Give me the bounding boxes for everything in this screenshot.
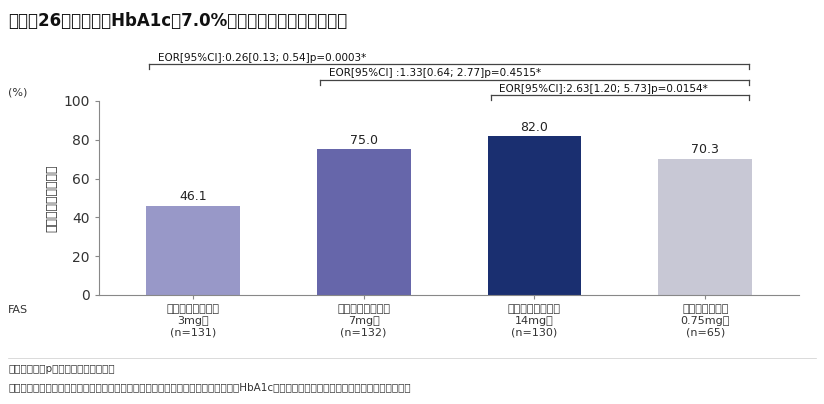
Text: EOR[95%CI]:2.63[1.20; 5.73]p=0.0154*: EOR[95%CI]:2.63[1.20; 5.73]p=0.0154* bbox=[499, 84, 708, 94]
Text: FAS: FAS bbox=[8, 305, 28, 315]
Text: 投与後26週におけるHbA1c＜7.0%達成率［副次的評価項目］: 投与後26週におけるHbA1c＜7.0%達成率［副次的評価項目］ bbox=[8, 12, 348, 30]
Text: 投与群及び層別因子（前治療の経口糖尿病薬の種類）を固定効果、ベースラインのHbA1cを共変量としたロジスティック回帰モデルで解析: 投与群及び層別因子（前治療の経口糖尿病薬の種類）を固定効果、ベースラインのHbA… bbox=[8, 382, 411, 392]
Bar bbox=[658, 159, 752, 295]
Text: (%): (%) bbox=[7, 87, 27, 97]
Bar bbox=[146, 206, 240, 295]
Text: 75.0: 75.0 bbox=[349, 134, 377, 147]
Text: EOR[95%CI] :1.33[0.64; 2.77]p=0.4515*: EOR[95%CI] :1.33[0.64; 2.77]p=0.4515* bbox=[329, 68, 541, 78]
Y-axis label: 達成した患者の割合: 達成した患者の割合 bbox=[45, 164, 58, 232]
Text: 46.1: 46.1 bbox=[179, 190, 207, 203]
Text: 82.0: 82.0 bbox=[521, 120, 549, 134]
Bar bbox=[488, 136, 582, 295]
Text: 70.3: 70.3 bbox=[691, 143, 719, 156]
Text: EOR[95%CI]:0.26[0.13; 0.54]p=0.0003*: EOR[95%CI]:0.26[0.13; 0.54]p=0.0003* bbox=[158, 53, 366, 63]
Text: ＊：名目上のp値、多重性の調整なし: ＊：名目上のp値、多重性の調整なし bbox=[8, 364, 115, 374]
Bar bbox=[316, 149, 410, 295]
